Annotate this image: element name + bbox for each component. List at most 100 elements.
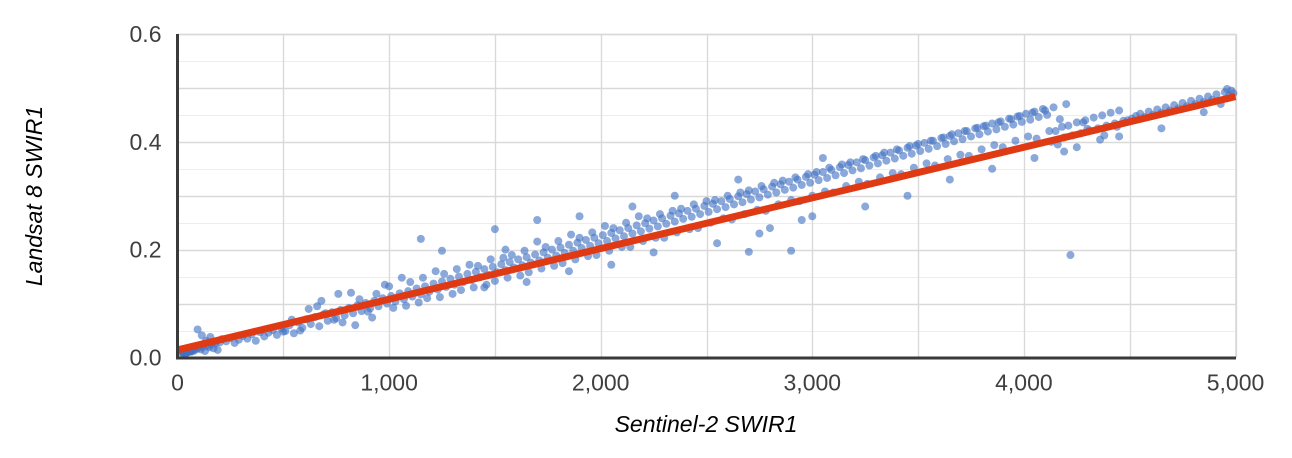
scatter-point [622,218,631,227]
y-axis-tick-label: 0.2 [130,237,162,263]
x-axis-tick-label: 0 [171,370,184,396]
scatter-point [581,235,590,244]
scatter-point [704,207,713,216]
scatter-point [469,283,478,292]
scatter-point [507,251,516,260]
scatter-point [499,253,508,262]
scatter-point [751,187,760,196]
scatter-point [899,151,908,160]
scatter-point [856,164,865,173]
x-axis-tick-labels: 0 1,000 2,000 3,000 4,000 5,000 [171,370,1264,396]
scatter-point [323,316,332,325]
scatter-point [818,154,827,163]
scatter-point [643,214,652,223]
x-axis-tick-label: 5,000 [1207,370,1265,396]
scatter-point [296,326,305,335]
scatter-point [852,158,861,167]
scatter-point [687,212,696,221]
x-axis-tick-label: 2,000 [572,370,630,396]
scatter-point [871,151,880,160]
scatter-point [634,212,643,221]
y-axis-tick-label: 0.4 [130,129,162,155]
scatter-point [347,288,356,297]
scatter-point [1072,118,1081,127]
scatter-point [520,246,529,255]
scatter-point [554,237,563,246]
scatter-point [414,298,423,307]
scatter-point [490,276,499,285]
gridlines-vertical-major [177,33,1237,358]
scatter-point [397,273,406,282]
scatter-point [649,248,658,257]
scatter-point [882,156,891,165]
scatter-point [193,325,202,334]
scatter-point [1055,115,1064,124]
scatter-point [304,304,313,313]
scatter-point [524,268,533,277]
scatter-point [943,155,952,164]
scatter-point [213,345,222,354]
scatter-point [550,261,559,270]
scatter-point [380,280,389,289]
scatter-point [355,295,364,304]
scatter-point [313,302,322,311]
scatter-point [1212,90,1221,99]
scatter-point [939,133,948,142]
scatter-point [272,330,281,339]
scatter-point [197,331,206,340]
scatter-point [1045,127,1054,136]
x-axis-tick-label: 3,000 [784,370,842,396]
scatter-point [746,195,755,204]
scatter-point [736,188,745,197]
scatter-point [723,191,732,200]
scatter-point [531,250,540,259]
scatter-point [814,176,823,185]
scatter-point [636,227,645,236]
scatter-point [372,289,381,298]
scatter-point [1024,132,1033,141]
scatter-point [812,168,821,177]
scatter-point [941,139,950,148]
scatter-point [338,318,347,327]
scatter-point [903,191,912,200]
scatter-point [873,159,882,168]
scatter-point [797,216,806,225]
scatter-point [389,303,398,312]
scatter-point [950,137,959,146]
scatter-point [435,293,444,302]
scatter-point [334,289,343,298]
scatter-point [757,182,766,191]
y-axis-tick-label: 0.6 [130,21,162,47]
scatter-point [600,221,609,230]
scatter-point [702,197,711,206]
scatter-point [892,145,901,154]
scatter-point [440,269,449,278]
scatter-point [556,243,565,252]
scatter-point [465,260,474,269]
scatter-point [251,336,260,345]
scatter-point [564,267,573,276]
scatter-point [780,185,789,194]
scatter-point [416,234,425,243]
scatter-point [865,161,874,170]
scatter-point [611,234,620,243]
scatter-point [818,168,827,177]
scatter-point [922,159,931,168]
scatter-point [1096,135,1105,144]
scatter-point [947,130,956,139]
scatter-point [497,260,506,269]
scatter-point [778,176,787,185]
scatter-point [772,188,781,197]
scatter-point [486,255,495,264]
scatter-point [967,132,975,141]
scatter-point [330,315,339,324]
scatter-point [956,150,965,159]
scatter-point [945,175,954,184]
scatter-point [473,261,482,270]
scatter-point [789,183,798,192]
scatter-point [689,200,698,209]
scatter-point [452,265,461,274]
scatter-point [438,246,446,255]
scatter-point [734,175,743,184]
